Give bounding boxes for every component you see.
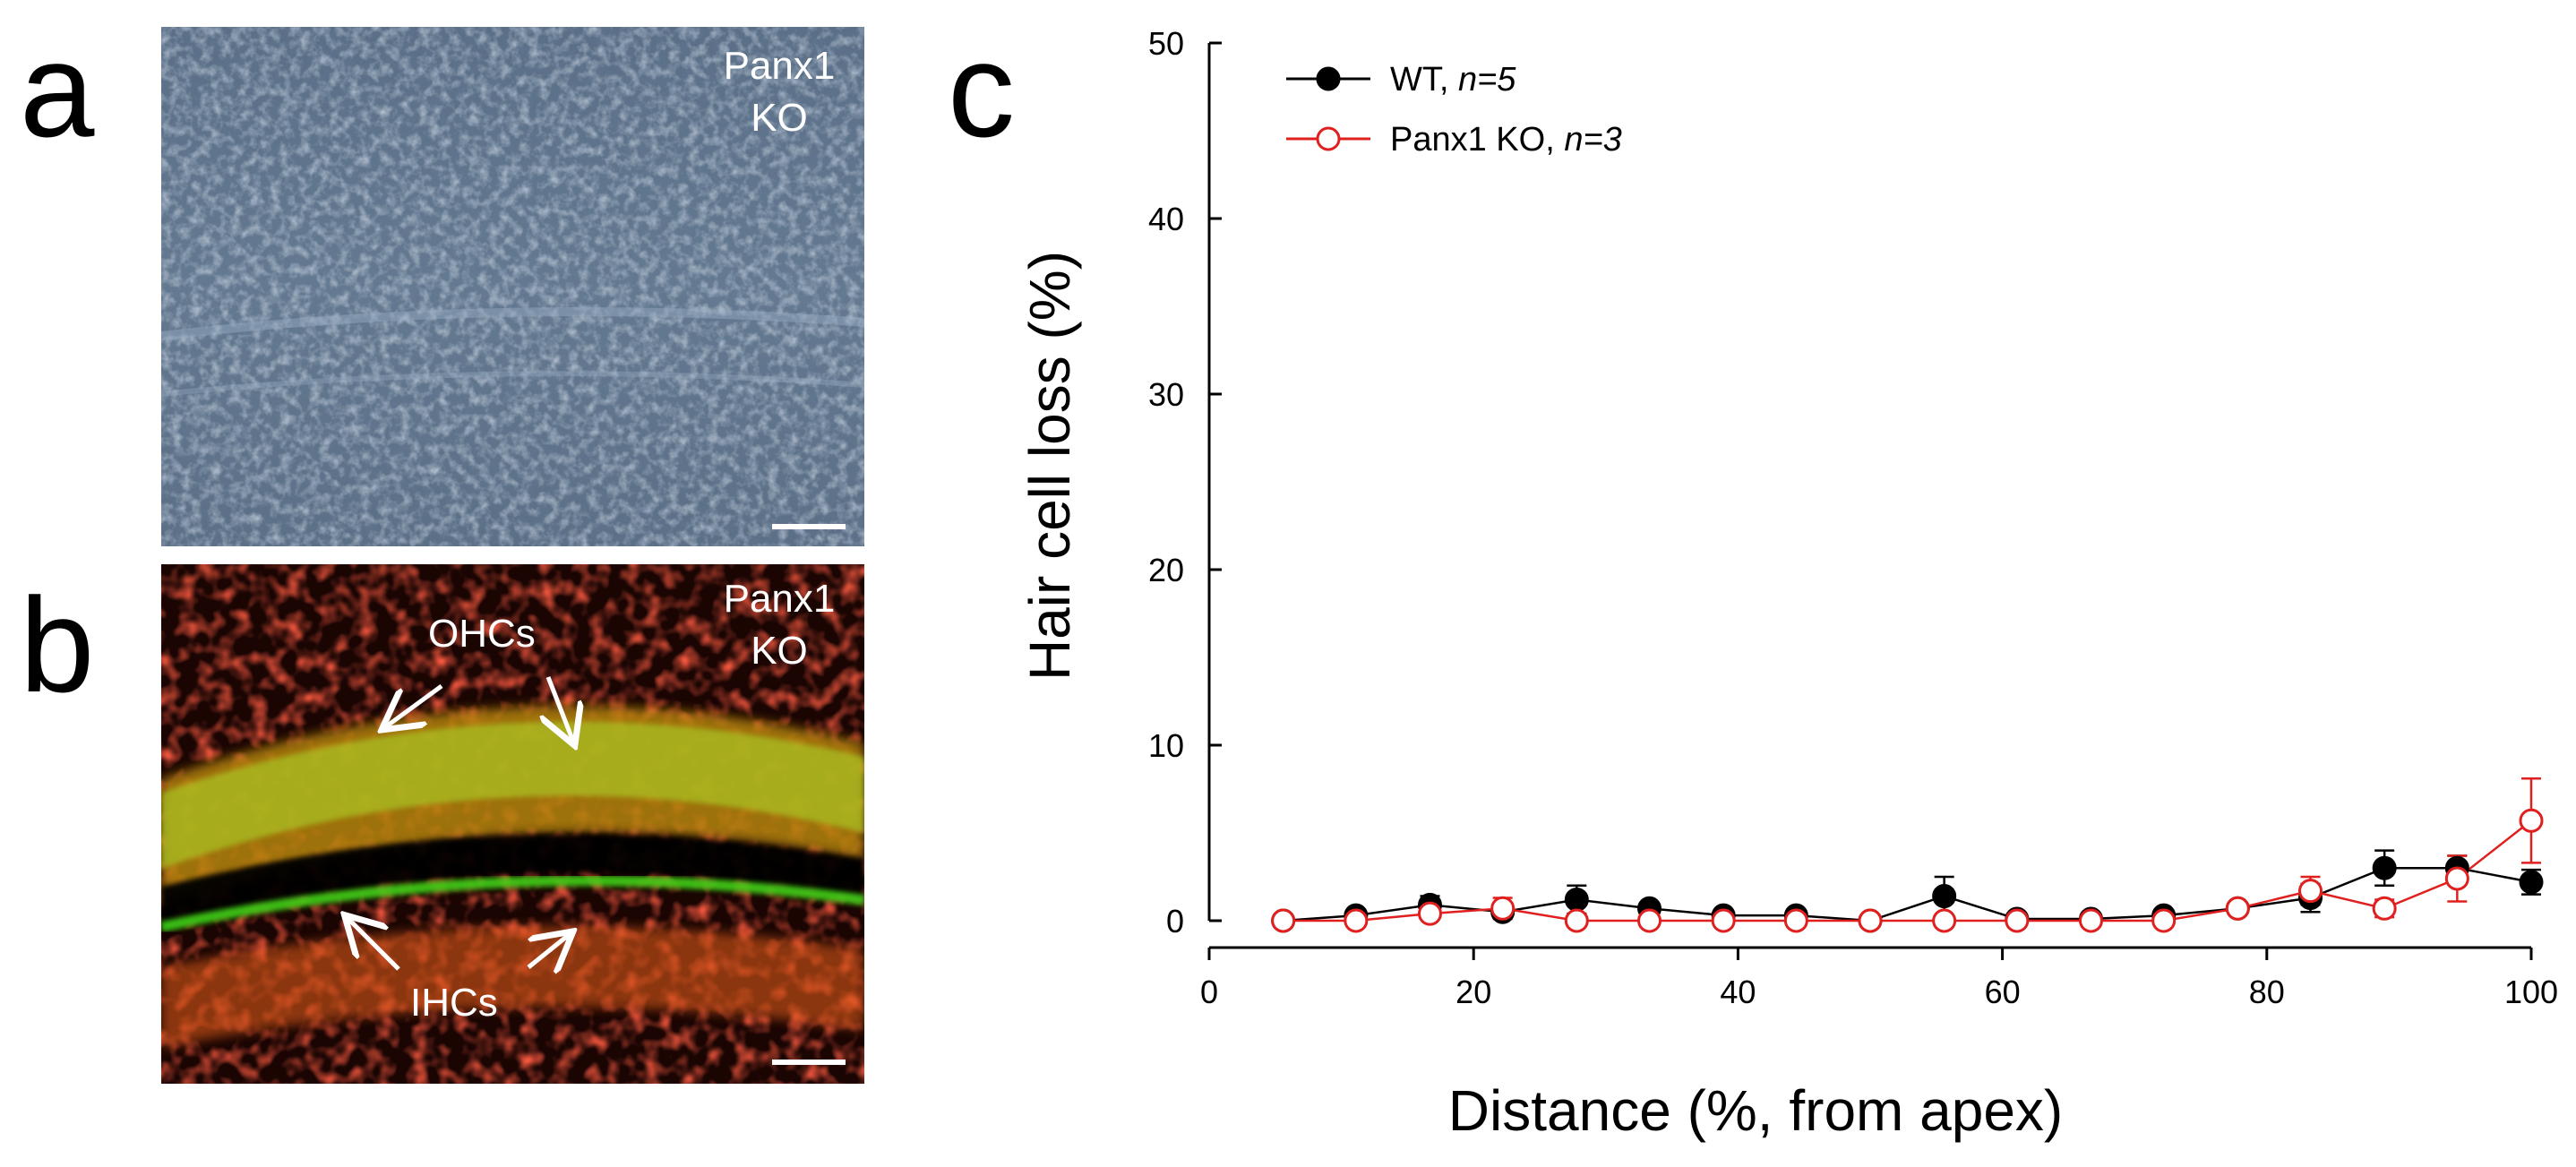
- x-axis-label: Distance (%, from apex): [1448, 1078, 2063, 1143]
- data-point-ko: [1858, 908, 1883, 933]
- data-point-ko: [1344, 908, 1369, 933]
- ihc-arrow-right: [527, 934, 570, 967]
- data-point-ko: [2151, 908, 2177, 933]
- panel-b-label-line2: KO: [751, 629, 808, 673]
- ihc-annotation: IHCs: [410, 981, 498, 1025]
- legend-label-ko: Panx1 KO, n=3: [1390, 121, 1622, 159]
- annotation-arrows: [0, 676, 896, 1167]
- x-tick-label: 100: [2504, 974, 2558, 1010]
- data-point-ko: [1711, 908, 1736, 933]
- ihc-arrow-left: [348, 918, 400, 971]
- data-point-ko: [1490, 896, 1516, 921]
- panel-a-genotype-label: Panx1 KO: [708, 40, 851, 144]
- data-point-wt: [2519, 870, 2544, 895]
- x-tick-label: 40: [1720, 974, 1756, 1010]
- ohc-arrow-left: [385, 683, 443, 727]
- panel-a-scale-bar: [772, 524, 846, 529]
- ohc-arrow-right: [548, 676, 573, 742]
- ohc-annotation: OHCs: [428, 612, 536, 656]
- legend-entry-wt: WT, n=5: [1286, 61, 1516, 99]
- series-line-ko: [1283, 819, 2532, 922]
- brightfield-micrograph: [161, 27, 864, 546]
- x-tick-label: 20: [1455, 974, 1491, 1010]
- fluorescence-micrograph: [161, 564, 864, 1084]
- y-tick-label: 0: [1166, 903, 1184, 940]
- y-tick-label: 10: [1148, 727, 1184, 764]
- legend-marker-wt: [1316, 66, 1341, 91]
- legend-text-ko: Panx1 KO,: [1390, 121, 1564, 159]
- data-point-ko: [2225, 896, 2250, 921]
- panel-b-scale-bar: [772, 1060, 846, 1065]
- data-point-ko: [1417, 901, 1442, 926]
- hair-cell-loss-chart: 0 10 20 30 40 50 0 20 40 60 80 100 Distance (%, fro…: [1018, 25, 2558, 1143]
- data-point-ko: [2298, 879, 2323, 904]
- y-tick-label: 30: [1148, 376, 1184, 413]
- legend-marker-ko: [1316, 126, 1341, 151]
- x-tick-label: 60: [1985, 974, 2021, 1010]
- data-point-wt: [1932, 884, 1957, 909]
- y-tick-label: 50: [1148, 25, 1184, 62]
- legend-n-ko: n=3: [1564, 121, 1621, 159]
- chart-axes: 0 10 20 30 40 50 0 20 40 60 80 100: [1148, 25, 2558, 1010]
- data-point-ko: [2372, 896, 2397, 921]
- data-point-ko: [2005, 908, 2030, 933]
- y-tick-label: 20: [1148, 552, 1184, 588]
- data-point-ko: [2444, 866, 2469, 891]
- data-point-ko: [2078, 908, 2103, 933]
- data-point-ko: [2519, 808, 2544, 833]
- chart-series: [1271, 777, 2544, 933]
- x-tick-label: 80: [2249, 974, 2285, 1010]
- legend-entry-ko: Panx1 KO, n=3: [1286, 121, 1622, 159]
- y-tick-label: 40: [1148, 201, 1184, 237]
- series-line-wt: [1283, 866, 2532, 922]
- data-point-ko: [1564, 908, 1589, 933]
- panel-a-label-line1: Panx1: [723, 44, 836, 88]
- panel-a-label-line2: KO: [751, 96, 808, 140]
- legend-n-wt: n=5: [1458, 61, 1516, 99]
- panel-b-genotype-label: Panx1 KO: [708, 573, 851, 677]
- data-point-ko: [1932, 908, 1957, 933]
- x-tick-label: 0: [1200, 974, 1218, 1010]
- chart-legend: WT, n=5 Panx1 KO, n=3: [1286, 61, 1622, 159]
- panel-letter-b: b: [20, 570, 95, 720]
- legend-text-wt: WT,: [1390, 61, 1458, 99]
- panel-letter-c: c: [948, 14, 1015, 165]
- panel-letter-a: a: [20, 14, 95, 165]
- data-point-wt: [2372, 855, 2397, 880]
- data-point-ko: [1783, 908, 1808, 933]
- data-point-wt: [1564, 887, 1589, 912]
- legend-label-wt: WT, n=5: [1390, 61, 1516, 99]
- data-point-ko: [1271, 908, 1296, 933]
- y-axis-label: Hair cell loss (%): [1018, 251, 1082, 681]
- data-point-ko: [1637, 908, 1662, 933]
- panel-b-label-line1: Panx1: [723, 577, 836, 621]
